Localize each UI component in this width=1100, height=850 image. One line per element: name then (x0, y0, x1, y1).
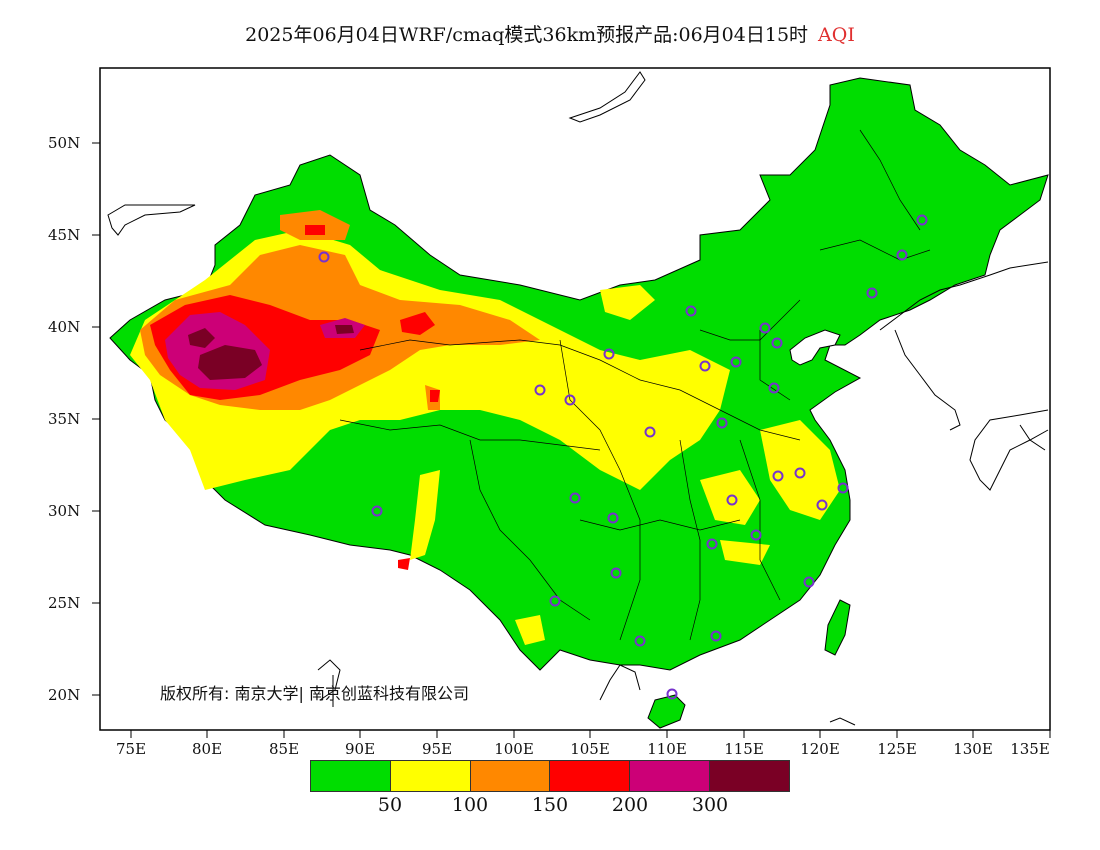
lat-label: 35N (48, 410, 81, 428)
station-marker (916, 214, 928, 226)
station-marker (794, 467, 806, 479)
neighbor-coastlines (107, 71, 1049, 726)
station-marker (603, 348, 615, 360)
colorbar-segment-very-unhealthy (630, 761, 711, 791)
station-marker (607, 512, 619, 524)
lon-label: 100E (494, 740, 534, 758)
lon-label: 120E (800, 740, 840, 758)
lon-label: 75E (115, 740, 147, 758)
axis-ticks (92, 142, 1051, 738)
lat-label: 50N (48, 134, 81, 152)
station-marker (768, 382, 780, 394)
lon-label: 125E (877, 740, 917, 758)
aqi-hazardous-zones (188, 325, 354, 380)
lat-label: 20N (48, 686, 81, 704)
station-marker (803, 576, 815, 588)
lat-label: 40N (48, 318, 81, 336)
colorbar-segment-moderate (390, 761, 471, 791)
station-marker (759, 322, 771, 334)
lon-label: 105E (570, 740, 610, 758)
station-marker (644, 426, 656, 438)
station-marker (730, 356, 742, 368)
station-marker (318, 251, 330, 263)
station-marker (771, 337, 783, 349)
map-title: 2025年06月04日WRF/cmaq模式36km预报产品:06月04日15时 A… (0, 20, 1100, 47)
aqi-colorbar (310, 760, 790, 792)
title-main: 2025年06月04日WRF/cmaq模式36km预报产品:06月04日15时 (245, 24, 809, 46)
taiwan-island (824, 599, 851, 656)
lon-label: 135E (1010, 740, 1050, 758)
lon-label: 80E (191, 740, 223, 758)
station-marker (726, 494, 738, 506)
lon-label: 90E (344, 740, 376, 758)
colorbar-level-label: 150 (531, 794, 569, 816)
station-marker (685, 305, 697, 317)
colorbar-segment-sensitive (470, 761, 551, 791)
station-marker (772, 470, 784, 482)
lon-label: 115E (724, 740, 764, 758)
station-marker (564, 394, 576, 406)
colorbar-segment-good (311, 761, 391, 791)
copyright-text: 版权所有: 南京大学| 南京创蓝科技有限公司 (160, 684, 469, 703)
colorbar-level-label: 200 (611, 794, 649, 816)
station-marker (699, 360, 711, 372)
station-marker (569, 492, 581, 504)
colorbar-level-label: 100 (451, 794, 489, 816)
hainan-island (647, 694, 686, 729)
lon-label: 110E (647, 740, 687, 758)
station-marker (666, 688, 678, 700)
colorbar-segment-hazardous (710, 761, 789, 791)
colorbar-level-label: 300 (691, 794, 729, 816)
station-marker (371, 505, 383, 517)
lat-label: 45N (48, 226, 81, 244)
bohai-sea (789, 329, 841, 366)
station-marker (716, 417, 728, 429)
colorbar-segment-unhealthy (550, 761, 631, 791)
station-marker (634, 635, 646, 647)
station-marker (837, 482, 849, 494)
map-frame (99, 67, 1051, 731)
title-variable: AQI (818, 24, 855, 46)
station-marker (534, 384, 546, 396)
province-boundaries (339, 129, 931, 641)
station-marker (610, 567, 622, 579)
station-marker (706, 538, 718, 550)
station-marker (710, 630, 722, 642)
lon-label: 85E (268, 740, 300, 758)
lon-label: 95E (421, 740, 453, 758)
lat-label: 30N (48, 502, 81, 520)
station-marker (866, 287, 878, 299)
city-stations (318, 214, 928, 700)
station-marker (549, 595, 561, 607)
station-marker (816, 499, 828, 511)
lat-label: 25N (48, 594, 81, 612)
station-marker (896, 249, 908, 261)
station-marker (750, 529, 762, 541)
lon-label: 130E (953, 740, 993, 758)
colorbar-level-label: 50 (377, 794, 403, 816)
